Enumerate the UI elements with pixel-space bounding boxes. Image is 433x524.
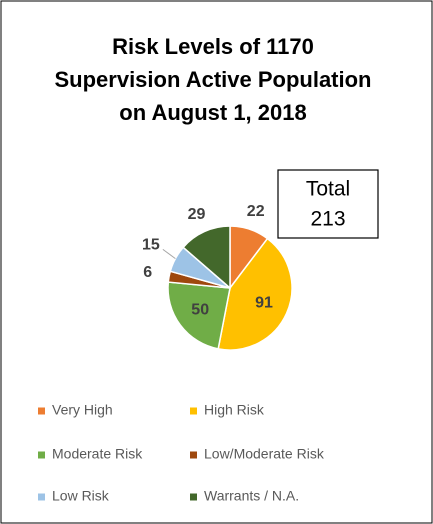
data-label: 29 bbox=[188, 206, 206, 223]
total-box bbox=[277, 169, 379, 239]
legend-label: High Risk bbox=[204, 402, 265, 418]
total-label: Total bbox=[306, 178, 350, 201]
data-label: 22 bbox=[247, 203, 265, 220]
legend-label: Warrants / N.A. bbox=[204, 488, 299, 504]
leader-line bbox=[162, 248, 176, 260]
pie-slice bbox=[217, 237, 293, 351]
legend-swatch bbox=[190, 451, 197, 459]
data-label: 15 bbox=[142, 237, 160, 254]
legend-swatch bbox=[38, 493, 45, 501]
legend-label: Low Risk bbox=[52, 488, 110, 504]
legend-swatch bbox=[190, 407, 197, 415]
legend-swatch bbox=[38, 407, 45, 415]
legend-swatch bbox=[190, 493, 197, 501]
legend-swatch bbox=[38, 451, 45, 459]
total-value: 213 bbox=[310, 208, 345, 231]
data-label: 50 bbox=[191, 301, 209, 318]
legend-label: Moderate Risk bbox=[52, 446, 143, 462]
data-label: 91 bbox=[255, 294, 273, 311]
chart-title: Risk Levels of 1170 Supervision Active P… bbox=[54, 34, 372, 125]
legend-label: Low/Moderate Risk bbox=[204, 446, 325, 462]
data-label: 6 bbox=[143, 264, 152, 281]
pie-slice bbox=[182, 225, 231, 290]
legend-label: Very High bbox=[52, 402, 113, 418]
pie-slice bbox=[167, 281, 231, 350]
